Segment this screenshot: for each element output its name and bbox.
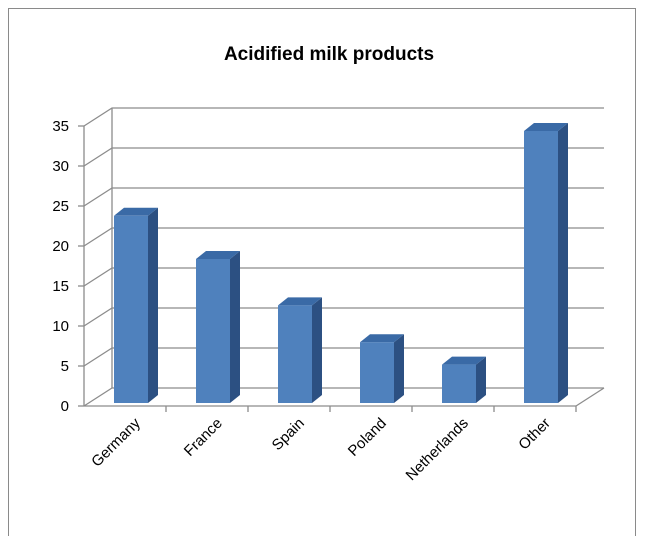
bar-france xyxy=(196,251,240,403)
y-tick-label: 30 xyxy=(52,158,69,175)
bar-side xyxy=(394,334,404,403)
floor-back-edge xyxy=(83,387,604,407)
gridlines xyxy=(83,107,604,407)
bar-germany xyxy=(114,207,158,403)
bar-front xyxy=(524,131,558,403)
bar-top xyxy=(114,207,158,216)
bar-poland xyxy=(360,334,404,403)
x-tick-label: Other xyxy=(515,415,554,454)
x-tick-label: France xyxy=(181,415,226,460)
x-tick-label: Netherlands xyxy=(403,415,472,484)
bar-top xyxy=(442,356,486,365)
bar-netherlands xyxy=(442,356,486,403)
bars xyxy=(114,123,568,403)
y-tick-label: 0 xyxy=(61,398,69,415)
y-axis-ticks: 0 5 10 15 20 25 30 35 xyxy=(52,118,84,415)
bar-other xyxy=(524,123,568,403)
gridline xyxy=(83,227,604,247)
gridline xyxy=(83,267,604,287)
bar-front xyxy=(278,305,312,403)
chart-title: Acidified milk products xyxy=(224,44,434,65)
bar-side xyxy=(148,207,158,403)
bar-spain xyxy=(278,297,322,403)
bar-top xyxy=(278,297,322,306)
gridline xyxy=(83,347,604,367)
x-tick-label: Spain xyxy=(269,415,308,454)
bar-top xyxy=(524,123,568,131)
y-tick-label: 20 xyxy=(52,238,69,255)
y-tick-label: 10 xyxy=(52,318,69,335)
gridline xyxy=(83,307,604,327)
floor-right-edge xyxy=(575,387,605,407)
bar-top xyxy=(196,251,240,259)
bar-front xyxy=(114,215,148,403)
bar-front xyxy=(196,259,230,403)
bar-side xyxy=(230,251,240,403)
bar-front xyxy=(360,342,394,403)
x-tick-label: Germany xyxy=(88,414,144,470)
bar-front xyxy=(442,364,476,403)
gridline xyxy=(83,147,604,167)
y-tick-label: 35 xyxy=(52,118,69,135)
bar-top xyxy=(360,334,404,343)
gridline xyxy=(83,187,604,207)
x-axis-labels: Germany France Spain Poland Netherlands Other xyxy=(88,406,577,484)
gridline xyxy=(83,107,604,127)
y-tick-label: 5 xyxy=(61,358,69,375)
bar-side xyxy=(558,123,568,403)
y-tick-label: 25 xyxy=(52,198,69,215)
y-tick-label: 15 xyxy=(52,278,69,295)
bar-side xyxy=(476,356,486,403)
bar-side xyxy=(312,297,322,403)
x-tick-label: Poland xyxy=(345,415,390,460)
